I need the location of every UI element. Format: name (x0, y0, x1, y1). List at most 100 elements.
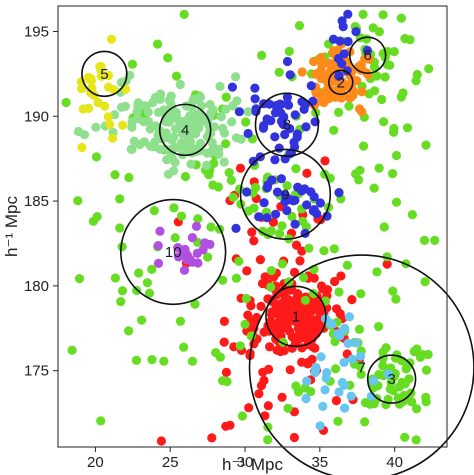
cluster-label-1: 1 (292, 308, 300, 325)
data-point-blue (309, 192, 319, 202)
data-point-green (170, 233, 180, 243)
data-point-blue (315, 198, 325, 208)
data-point-green (241, 117, 251, 127)
data-point-green (291, 164, 301, 174)
cluster-label-6: 6 (364, 47, 372, 64)
data-point-green (355, 165, 365, 175)
data-point-green (237, 411, 247, 421)
data-point-light-green (129, 136, 139, 146)
data-point-green (124, 326, 134, 336)
data-point-red (279, 346, 289, 356)
data-point-green (208, 180, 218, 190)
data-point-light-green (141, 101, 151, 111)
data-point-red (290, 316, 300, 326)
data-point-light-green (166, 112, 176, 122)
data-point-orange (324, 58, 334, 68)
cluster-circle-1 (265, 285, 327, 348)
data-point-green (179, 342, 189, 352)
data-point-blue (242, 187, 252, 197)
data-point-blue (259, 198, 269, 208)
data-point-red (225, 420, 235, 430)
data-point-green (334, 287, 344, 297)
data-point-sky-blue (301, 393, 311, 404)
data-point-purple (191, 221, 202, 231)
data-point-light-green (170, 157, 180, 167)
data-point-green (418, 350, 428, 360)
data-point-green (304, 243, 314, 253)
data-point-blue (267, 175, 277, 185)
y-tick-label: 195 (24, 23, 49, 40)
data-point-blue (234, 107, 244, 117)
data-point-red (256, 380, 267, 391)
data-point-light-green (191, 129, 201, 139)
cluster-circle-2 (328, 69, 354, 96)
data-point-green (391, 294, 401, 304)
data-point-blue (275, 99, 285, 109)
data-point-green (61, 97, 71, 108)
data-point-green (222, 377, 232, 387)
data-point-green (287, 211, 297, 222)
y-tick-label: 175 (24, 363, 49, 380)
data-point-light-green (205, 100, 215, 110)
data-point-green (169, 203, 179, 213)
data-point-green (115, 194, 125, 204)
cluster-circle-9 (239, 148, 332, 240)
cluster-label-8: 8 (283, 117, 291, 134)
data-point-green (221, 92, 231, 102)
data-point-green (396, 13, 406, 23)
data-point-orange (364, 54, 374, 64)
data-point-orange (323, 89, 333, 100)
data-point-green (127, 59, 137, 69)
data-point-light-green (139, 117, 149, 127)
data-point-light-green (218, 123, 228, 133)
data-point-green (74, 274, 85, 284)
data-point-yellow (103, 70, 113, 81)
data-point-green (400, 432, 410, 442)
data-point-green (411, 76, 421, 86)
data-point-green (117, 242, 127, 252)
data-point-red (336, 271, 346, 281)
data-point-green (266, 266, 276, 276)
data-point-green (389, 123, 399, 134)
data-point-green (424, 64, 434, 74)
data-point-green (368, 23, 378, 33)
data-point-green (360, 398, 371, 408)
data-point-yellow (85, 74, 95, 84)
data-point-red (283, 312, 293, 323)
data-point-red (285, 296, 295, 306)
cluster-circle-5 (81, 50, 128, 98)
data-point-green (369, 62, 380, 72)
data-point-green (116, 297, 126, 307)
data-point-red (264, 364, 274, 374)
data-point-green (377, 94, 387, 105)
data-point-yellow (104, 82, 114, 92)
data-point-green (176, 211, 187, 221)
data-point-green (421, 397, 431, 407)
data-point-blue (231, 223, 241, 233)
data-point-light-green (150, 137, 160, 147)
data-point-red (291, 240, 302, 250)
data-point-light-green (189, 119, 199, 130)
cluster-label-10: 10 (165, 244, 182, 261)
data-point-light-green (117, 102, 127, 112)
data-point-red (256, 301, 266, 311)
points-layer (61, 9, 440, 446)
data-point-blue (274, 143, 284, 153)
data-point-light-green (139, 137, 149, 147)
data-point-green (361, 34, 372, 44)
data-point-green (263, 435, 273, 445)
data-point-green (354, 324, 364, 334)
data-point-purple (173, 243, 183, 253)
data-point-blue (328, 34, 339, 44)
data-point-blue (280, 197, 290, 207)
data-point-green (204, 170, 214, 180)
data-point-green (144, 288, 155, 298)
data-point-green (411, 435, 421, 445)
data-point-green (203, 252, 213, 262)
data-point-green (235, 341, 245, 351)
data-point-green (153, 39, 163, 49)
x-tick-label: 35 (311, 454, 328, 471)
data-point-green (329, 125, 339, 135)
data-point-sky-blue (383, 369, 393, 379)
